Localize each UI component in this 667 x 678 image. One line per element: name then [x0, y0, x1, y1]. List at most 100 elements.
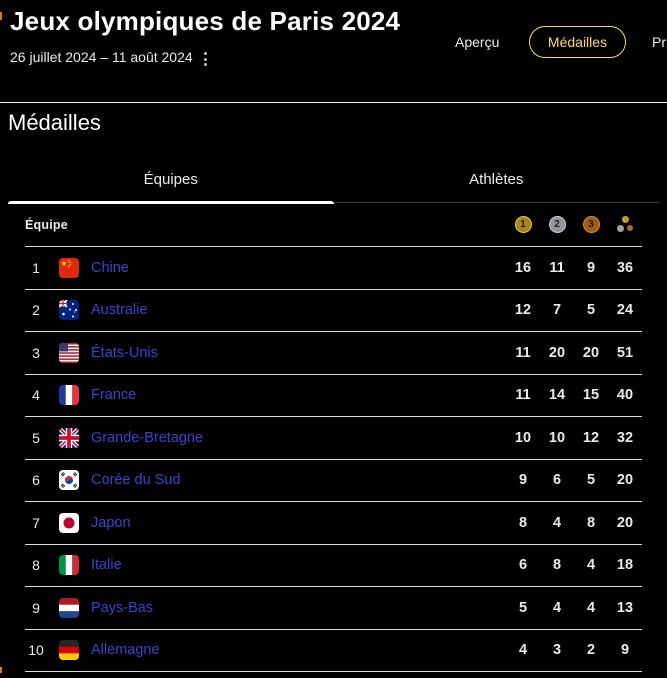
team-link[interactable]: Australie — [91, 302, 148, 319]
bronze-count: 2 — [586, 642, 596, 659]
total-count: 24 — [616, 302, 634, 319]
total-count: 18 — [616, 557, 634, 574]
gold-count: 10 — [514, 429, 532, 446]
silver-count: 6 — [552, 472, 562, 489]
page-title: Jeux olympiques de Paris 2024 — [10, 6, 401, 36]
silver-count: 4 — [552, 599, 562, 616]
silver-count: 7 — [552, 302, 562, 319]
more-options-icon[interactable] — [201, 49, 210, 69]
total-count: 20 — [616, 514, 634, 531]
de-flag-icon — [59, 640, 79, 661]
table-row: 3 États-Unis 11 20 20 51 — [25, 332, 642, 375]
silver-medal-icon: 2 — [548, 216, 566, 233]
team-link[interactable]: Chine — [91, 259, 129, 276]
total-count: 51 — [616, 344, 634, 361]
team-link[interactable]: États-Unis — [91, 344, 158, 361]
nav-tab-programme-clipped[interactable]: Pr — [652, 34, 666, 50]
jp-flag-icon — [59, 512, 79, 533]
rank-cell: 2 — [32, 302, 40, 319]
table-row: 4 France 11 14 15 40 — [25, 375, 642, 417]
nl-flag-icon — [59, 597, 79, 618]
bronze-count: 4 — [586, 599, 596, 616]
gold-count: 11 — [515, 344, 531, 361]
edge-artifact-bottom — [0, 667, 2, 673]
rank-cell: 5 — [32, 429, 40, 446]
team-column-header: Équipe — [25, 217, 68, 232]
total-count: 40 — [616, 387, 634, 404]
kr-flag-icon — [59, 470, 79, 491]
bronze-count: 5 — [586, 302, 596, 319]
rank-cell: 6 — [32, 472, 40, 489]
table-row: 8 Italie 6 8 4 18 — [25, 545, 642, 587]
total-count: 20 — [616, 472, 634, 489]
us-flag-icon — [59, 342, 79, 363]
team-link[interactable]: Pays-Bas — [91, 599, 154, 616]
event-date-range: 26 juillet 2024 – 11 août 2024 — [10, 49, 193, 65]
total-count: 13 — [616, 599, 634, 616]
table-header-row: Équipe 1 2 3 — [25, 203, 642, 247]
table-row: 5 Grande-Bretagne 10 10 12 32 — [25, 417, 642, 460]
rank-cell: 4 — [32, 387, 40, 404]
bronze-count: 4 — [586, 557, 596, 574]
rank-cell: 7 — [32, 514, 40, 531]
gold-count: 8 — [518, 514, 528, 531]
tab-athletes[interactable]: Athlètes — [469, 170, 524, 188]
silver-count: 8 — [552, 557, 562, 574]
total-count: 36 — [616, 259, 634, 276]
medals-table-body: 1 Chine 16 11 9 36 2 Australie 12 7 5 24 3 États-Unis… — [25, 247, 642, 672]
nav-tab-apercu[interactable]: Aperçu — [455, 34, 500, 50]
silver-count: 3 — [552, 642, 562, 659]
au-flag-icon — [59, 300, 79, 321]
rank-cell: 8 — [32, 557, 40, 574]
silver-count: 11 — [549, 259, 565, 276]
rank-cell: 9 — [32, 599, 40, 616]
table-row: 1 Chine 16 11 9 36 — [25, 247, 642, 290]
silver-count: 14 — [548, 387, 566, 404]
table-row: 6 Corée du Sud 9 6 5 20 — [25, 460, 642, 502]
it-flag-icon — [59, 555, 79, 576]
table-row: 2 Australie 12 7 5 24 — [25, 290, 642, 332]
gold-count: 11 — [515, 387, 531, 404]
gold-count: 9 — [518, 472, 528, 489]
bronze-count: 8 — [586, 514, 596, 531]
team-link[interactable]: Japon — [91, 514, 131, 531]
silver-count: 4 — [552, 514, 562, 531]
team-link[interactable]: Italie — [91, 557, 122, 574]
gold-count: 6 — [518, 557, 528, 574]
total-count: 32 — [616, 429, 634, 446]
gold-count: 4 — [518, 642, 528, 659]
rank-cell: 1 — [32, 259, 40, 276]
rank-cell: 3 — [32, 344, 40, 361]
team-link[interactable]: Allemagne — [91, 642, 160, 659]
section-title: Médailles — [8, 110, 101, 135]
rank-cell: 10 — [28, 642, 44, 659]
tab-equipes[interactable]: Équipes — [8, 156, 334, 204]
bronze-medal-icon: 3 — [582, 216, 600, 233]
bronze-count: 20 — [582, 344, 600, 361]
gb-flag-icon — [59, 427, 79, 448]
silver-count: 20 — [548, 344, 566, 361]
total-count: 9 — [620, 642, 630, 659]
gold-count: 16 — [514, 259, 532, 276]
nav-tab-medailles[interactable]: Médailles — [529, 26, 626, 58]
team-link[interactable]: France — [91, 387, 137, 404]
total-medals-icon — [615, 216, 635, 233]
bronze-count: 12 — [582, 429, 600, 446]
header-divider — [0, 102, 667, 103]
team-link[interactable]: Grande-Bretagne — [91, 429, 204, 446]
gold-count: 12 — [514, 302, 532, 319]
table-row: 10 Allemagne 4 3 2 9 — [25, 630, 642, 672]
bronze-count: 5 — [586, 472, 596, 489]
bronze-count: 9 — [586, 259, 596, 276]
fr-flag-icon — [59, 385, 79, 406]
gold-medal-icon: 1 — [514, 216, 532, 233]
edge-artifact-top — [0, 12, 2, 20]
table-row: 7 Japon 8 4 8 20 — [25, 502, 642, 545]
table-row: 9 Pays-Bas 5 4 4 13 — [25, 587, 642, 630]
team-link[interactable]: Corée du Sud — [91, 472, 181, 489]
cn-flag-icon — [59, 257, 79, 278]
silver-count: 10 — [548, 429, 566, 446]
medals-tab-bar: Équipes Athlètes — [8, 156, 659, 204]
gold-count: 5 — [518, 599, 528, 616]
